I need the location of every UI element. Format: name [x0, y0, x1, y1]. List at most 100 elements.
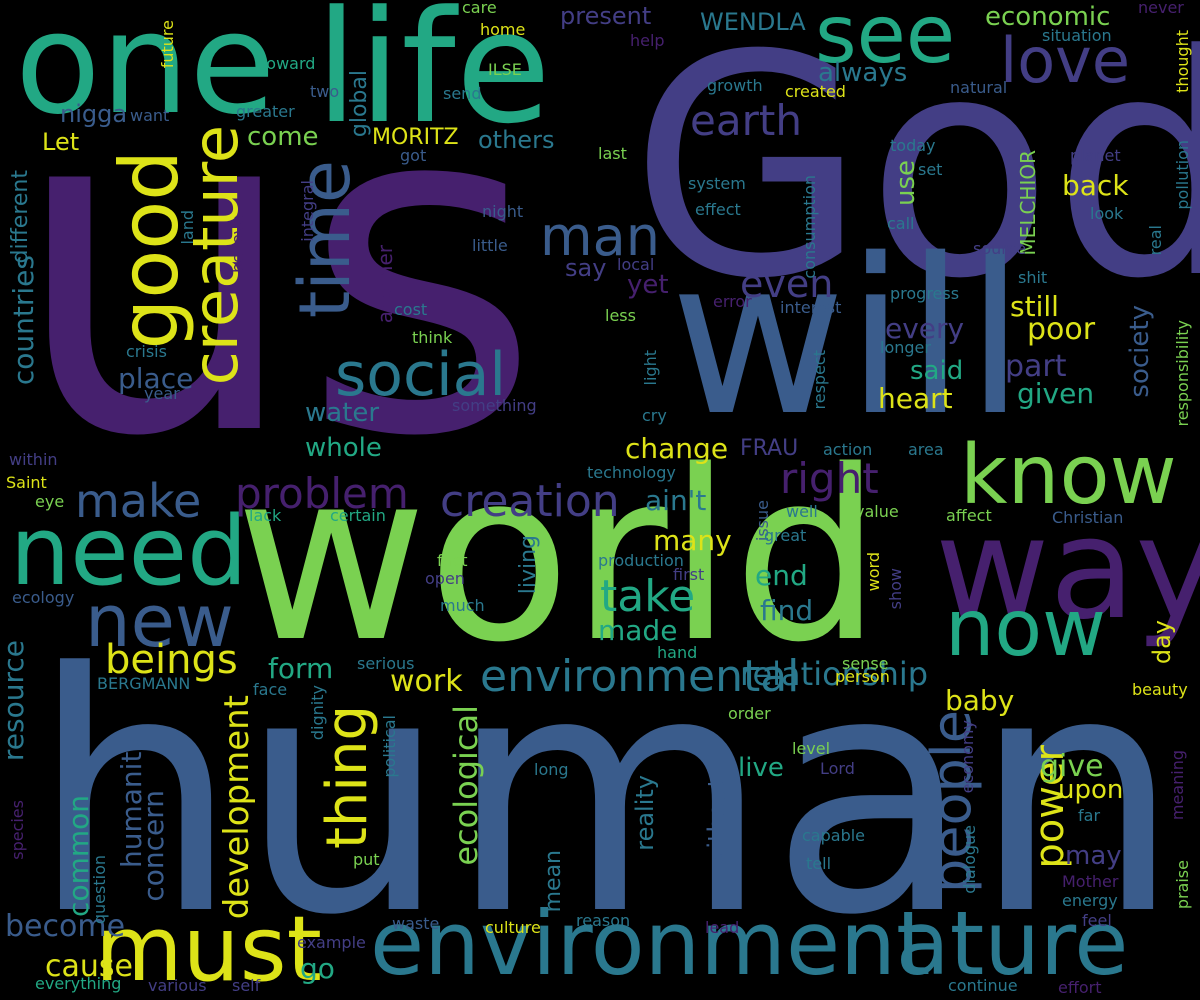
word-within: within — [9, 450, 58, 469]
word-water: water — [305, 398, 380, 428]
word-care: care — [462, 0, 497, 17]
word-cost: cost — [394, 300, 428, 319]
word-energy: energy — [1062, 891, 1118, 910]
word-eye: eye — [35, 492, 65, 511]
word-need: need — [10, 497, 248, 607]
word-little: little — [472, 236, 508, 255]
word-right: right — [780, 454, 879, 503]
word-toward: toward — [260, 54, 316, 73]
word-order: order — [728, 704, 771, 723]
word-shit: shit — [1018, 268, 1048, 287]
word-change: change — [625, 432, 729, 465]
word-light: light — [641, 350, 660, 386]
word-something: something — [452, 396, 537, 415]
word-greater: greater — [236, 102, 295, 121]
word-interest: interest — [780, 298, 842, 317]
word-poor: poor — [1027, 312, 1096, 347]
word-land: land — [178, 210, 197, 245]
word-others: others — [478, 126, 555, 154]
word-will: will — [670, 212, 1026, 463]
word-last: last — [598, 144, 627, 163]
word-consumption: consumption — [800, 175, 819, 279]
word-year: year — [144, 384, 180, 403]
word-growth: growth — [707, 76, 763, 95]
word-today: today — [890, 136, 936, 155]
word-relationship: relationship — [740, 655, 929, 693]
word-mean: mean — [541, 850, 566, 913]
word-much: much — [440, 596, 485, 615]
word-ecological: ecological — [447, 705, 485, 866]
word-ecology: ecology — [12, 588, 75, 607]
word-work: work — [390, 664, 463, 699]
word-every: every — [885, 312, 965, 345]
word-real: real — [1146, 225, 1165, 256]
word-got: got — [400, 146, 427, 165]
word-society: society — [1125, 305, 1155, 398]
word-now: now — [945, 584, 1106, 674]
word-social: social — [335, 340, 507, 410]
word-look: look — [1090, 204, 1124, 223]
word-progress: progress — [890, 284, 960, 303]
word-beings: beings — [105, 637, 238, 683]
word-environmental: environmental — [480, 651, 800, 702]
word-waste: waste — [392, 914, 440, 933]
word-man: man — [540, 205, 660, 268]
word-said: said — [910, 356, 964, 386]
word-even: even — [740, 262, 834, 306]
word-serious: serious — [357, 654, 415, 673]
word-want: want — [130, 106, 170, 125]
word-one: one — [15, 0, 276, 146]
word-nigga: nigga — [60, 100, 128, 128]
word-long: long — [534, 760, 569, 779]
word-praise: praise — [1173, 860, 1192, 910]
word-given: given — [1017, 377, 1095, 410]
word-help: help — [630, 31, 665, 50]
word-whole: whole — [305, 433, 382, 463]
word-always: always — [818, 58, 908, 88]
word-created: created — [785, 82, 846, 101]
word-heart: heart — [878, 382, 953, 415]
word-present: present — [560, 2, 652, 30]
word-environment: environment — [370, 892, 931, 995]
word-believe: believe — [228, 215, 247, 274]
word-let: Let — [42, 128, 80, 156]
word-crisis: crisis — [126, 342, 167, 361]
word-mother: Mother — [1062, 872, 1119, 891]
word-live: live — [738, 753, 784, 783]
word-good: good — [103, 150, 196, 350]
word-system: system — [688, 174, 746, 193]
word-saint: Saint — [6, 473, 47, 492]
word-economy: economy — [958, 720, 977, 794]
word-night: night — [482, 202, 524, 221]
word-area: area — [908, 440, 944, 459]
word-form: form — [268, 652, 334, 685]
word-never: never — [1138, 0, 1184, 17]
word-planet: planet — [1070, 146, 1121, 165]
word-economic: economic — [985, 2, 1111, 32]
word-without: without — [703, 778, 731, 869]
word-use: use — [891, 160, 921, 207]
word-species: species — [8, 800, 27, 860]
word-wendla: WENDLA — [700, 8, 806, 36]
word-production: production — [598, 551, 684, 570]
word-question: question — [90, 855, 109, 925]
word-place: place — [118, 362, 194, 395]
word-new: new — [85, 579, 234, 663]
word-great: great — [764, 526, 807, 545]
word-send: send — [443, 84, 482, 103]
word-bergmann: BERGMANN — [97, 674, 191, 693]
word-culture: culture — [485, 918, 541, 937]
word-frau: FRAU — [740, 436, 799, 461]
word-beauty: beauty — [1132, 680, 1188, 699]
word-problem: problem — [235, 469, 409, 518]
word-everything: everything — [35, 974, 122, 993]
word-dialogue: dialogue — [960, 825, 979, 894]
word-reason: reason — [576, 911, 631, 930]
word-call: call — [887, 214, 915, 233]
word-upon: upon — [1058, 775, 1124, 805]
word-think: think — [412, 328, 453, 347]
word-end: end — [755, 559, 808, 592]
word-set: set — [918, 160, 943, 179]
word-far: far — [1078, 806, 1101, 825]
